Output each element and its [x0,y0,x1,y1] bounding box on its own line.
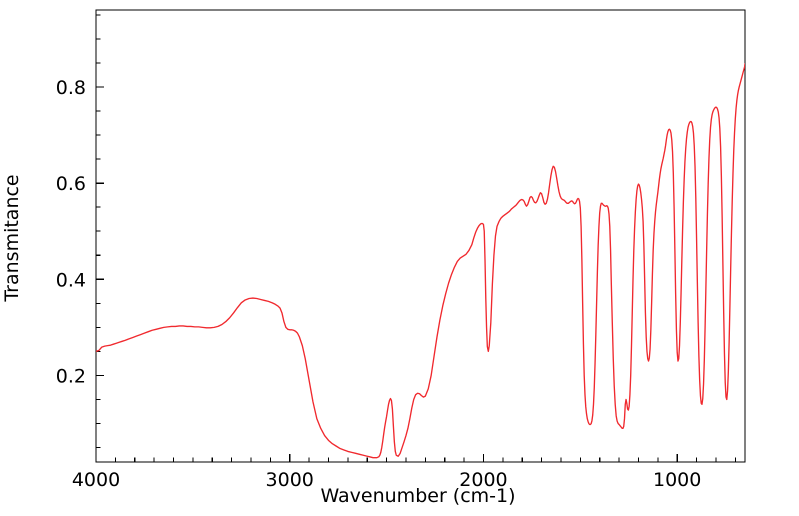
spectrum-line-0 [96,63,745,459]
y-tick-label: 0.4 [56,269,86,291]
x-tick-label: 4000 [72,469,120,491]
data-series-group [96,63,745,459]
ticks-group [95,14,736,462]
x-axis-title: Wavenumber (cm-1) [320,485,515,507]
axes-group [95,9,746,463]
y-tick-label: 0.6 [56,173,86,195]
y-tick-label: 0.8 [56,77,86,99]
plot-frame [95,9,746,463]
y-tick-label: 0.2 [56,365,86,387]
x-tick-label: 1000 [653,469,701,491]
x-tick-label: 2000 [459,469,507,491]
y-axis-title: Transmitance [1,174,23,302]
tick-labels-group: 4000 3000 2000 1000 0.2 0.4 0.6 0.8 [56,77,702,491]
x-tick-label: 3000 [266,469,314,491]
